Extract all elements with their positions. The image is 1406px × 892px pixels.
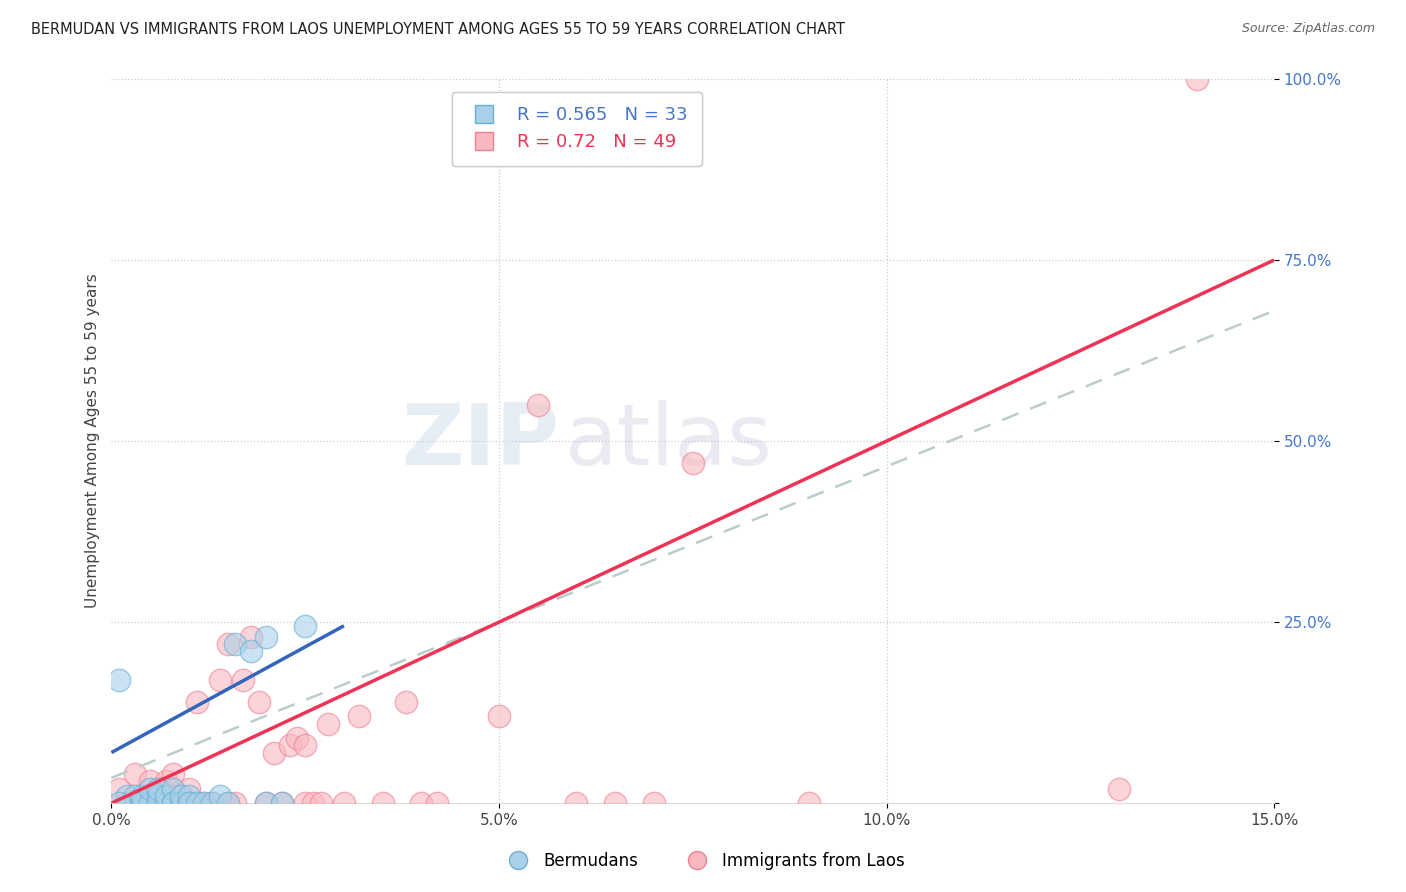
Point [239, 644, 262, 658]
Point [395, 695, 418, 709]
Point [124, 767, 146, 781]
Point [294, 619, 316, 633]
Point [146, 781, 169, 796]
Point [224, 796, 246, 810]
Point [139, 796, 162, 810]
Point [239, 630, 262, 644]
Point [526, 398, 548, 412]
Point [146, 796, 169, 810]
Point [224, 637, 246, 651]
Point [177, 789, 200, 803]
Point [177, 796, 200, 810]
Point [177, 781, 200, 796]
Point [131, 789, 153, 803]
Point [263, 746, 285, 760]
Point [797, 796, 820, 810]
Point [155, 774, 177, 789]
Point [294, 796, 316, 810]
Point [349, 709, 371, 723]
Point [146, 796, 169, 810]
Text: Source: ZipAtlas.com: Source: ZipAtlas.com [1241, 22, 1375, 36]
Point [643, 796, 665, 810]
Point [186, 695, 208, 709]
Text: ZIP: ZIP [401, 400, 560, 483]
Point [201, 796, 224, 810]
Point [318, 716, 340, 731]
Point [294, 739, 316, 753]
Point [139, 781, 162, 796]
Point [124, 789, 146, 803]
Point [254, 796, 277, 810]
Point [177, 796, 200, 810]
Point [193, 796, 215, 810]
Point [278, 739, 301, 753]
Y-axis label: Unemployment Among Ages 55 to 59 years: Unemployment Among Ages 55 to 59 years [86, 274, 100, 608]
Point [146, 781, 169, 796]
Point [217, 796, 239, 810]
Point [426, 796, 449, 810]
Point [108, 781, 131, 796]
Point [287, 731, 309, 745]
Point [302, 796, 325, 810]
Point [488, 709, 510, 723]
Point [309, 796, 332, 810]
Point [131, 796, 153, 810]
Point [217, 796, 239, 810]
Point [411, 796, 433, 810]
Point [155, 796, 177, 810]
Point [193, 796, 215, 810]
Point [254, 630, 277, 644]
Point [108, 673, 131, 687]
Point [271, 796, 294, 810]
Point [208, 673, 231, 687]
Text: BERMUDAN VS IMMIGRANTS FROM LAOS UNEMPLOYMENT AMONG AGES 55 TO 59 YEARS CORRELAT: BERMUDAN VS IMMIGRANTS FROM LAOS UNEMPLO… [31, 22, 845, 37]
Point [605, 796, 627, 810]
Point [146, 789, 169, 803]
Point [217, 637, 239, 651]
Point [1108, 781, 1130, 796]
Legend: Bermudans, Immigrants from Laos: Bermudans, Immigrants from Laos [495, 846, 911, 877]
Point [162, 796, 184, 810]
Point [1185, 72, 1208, 87]
Point [170, 796, 193, 810]
Point [131, 796, 153, 810]
Point [333, 796, 356, 810]
Point [162, 781, 184, 796]
Point [565, 796, 588, 810]
Legend: R = 0.565   N = 33, R = 0.72   N = 49: R = 0.565 N = 33, R = 0.72 N = 49 [451, 92, 702, 166]
Point [371, 796, 394, 810]
Point [247, 695, 270, 709]
Point [170, 796, 193, 810]
Point [201, 796, 224, 810]
Point [108, 796, 131, 810]
Point [177, 796, 200, 810]
Point [139, 796, 162, 810]
Point [155, 796, 177, 810]
Point [271, 796, 294, 810]
Point [139, 774, 162, 789]
Point [162, 767, 184, 781]
Point [170, 789, 193, 803]
Point [155, 789, 177, 803]
Point [186, 796, 208, 810]
Point [124, 796, 146, 810]
Point [115, 796, 138, 810]
Point [115, 789, 138, 803]
Point [232, 673, 254, 687]
Point [208, 789, 231, 803]
Point [162, 796, 184, 810]
Text: atlas: atlas [565, 400, 773, 483]
Point [682, 456, 704, 470]
Point [254, 796, 277, 810]
